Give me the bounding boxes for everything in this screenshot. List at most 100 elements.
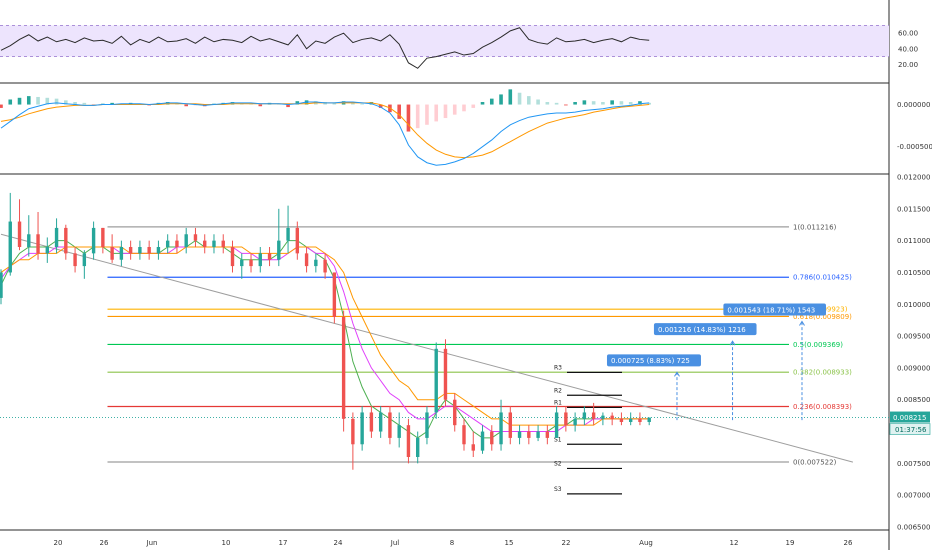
macd-pane: 0.000000 -0.000500	[0, 89, 932, 166]
candle-body	[221, 240, 225, 247]
candle-body	[73, 253, 77, 267]
candle-body	[332, 272, 337, 317]
candle	[610, 412, 614, 426]
measure-callout-label: 0.000725 (8.83%) 725	[611, 357, 690, 365]
rsi-tick-label: 40.00	[898, 45, 918, 53]
candle-body	[8, 221, 12, 273]
macd-histogram-bar	[351, 102, 355, 105]
price-tick-label: 0.007000	[897, 492, 930, 500]
pivot-label: R3	[554, 364, 562, 371]
macd-histogram-bar	[54, 98, 59, 105]
candle-body	[36, 234, 40, 254]
time-tick-label: 12	[730, 539, 739, 547]
candle	[54, 218, 59, 254]
candle-body	[203, 240, 207, 247]
candle-body	[341, 317, 346, 419]
candle	[397, 412, 401, 448]
macd-histogram-bar	[647, 102, 651, 105]
time-tick-label: 17	[279, 539, 288, 547]
candle-body	[351, 418, 355, 445]
pivot-label: S3	[554, 486, 562, 493]
candle-body	[619, 418, 624, 422]
candle	[138, 240, 142, 260]
candle-body	[258, 253, 262, 267]
candle	[295, 221, 300, 260]
candle	[128, 240, 133, 260]
candle	[64, 224, 68, 260]
candle	[601, 412, 605, 426]
candle	[249, 253, 253, 273]
time-tick-label: 15	[505, 539, 514, 547]
macd-histogram-bar	[45, 97, 50, 105]
macd-histogram-bar	[360, 103, 364, 105]
time-tick-label: 20	[54, 539, 63, 547]
candle	[36, 212, 40, 260]
candle	[314, 253, 318, 273]
candle	[434, 342, 438, 419]
macd-histogram-bar	[406, 104, 411, 132]
candle	[119, 240, 124, 267]
rsi-tick-label: 60.00	[898, 30, 918, 38]
candle	[480, 425, 485, 454]
candle-body	[138, 247, 142, 254]
candle-body	[82, 253, 87, 267]
macd-histogram-bar	[397, 104, 401, 119]
price-tick-label: 0.008500	[897, 396, 930, 404]
macd-line	[0, 101, 650, 166]
candle	[203, 234, 207, 254]
macd-histogram-bar	[591, 101, 596, 105]
candle-body	[175, 240, 179, 247]
price-tick-label: 0.009500	[897, 333, 930, 341]
candle-body	[119, 247, 124, 260]
candle-body	[147, 247, 151, 254]
macd-histogram-bar	[452, 104, 457, 115]
candle	[277, 208, 281, 267]
candle	[0, 269, 3, 305]
macd-histogram-bar	[610, 100, 614, 105]
candle-body	[480, 431, 485, 451]
macd-histogram-bar	[462, 104, 466, 112]
candle	[101, 227, 105, 254]
macd-histogram-bar	[378, 104, 383, 108]
candle	[425, 406, 429, 445]
candle	[443, 339, 448, 407]
candle	[453, 393, 457, 432]
candle-body	[536, 431, 540, 438]
candle	[638, 412, 642, 426]
fib-level-label: 0.786(0.010425)	[793, 274, 852, 282]
candle-body	[240, 259, 244, 267]
candle	[554, 406, 559, 438]
candle	[17, 199, 22, 251]
time-tick-label: Jul	[390, 539, 400, 547]
candle-body	[286, 227, 290, 241]
candle-body	[128, 247, 133, 254]
candle-body	[323, 259, 327, 273]
candle	[82, 250, 87, 279]
macd-histogram-bar	[443, 104, 448, 119]
candle-body	[582, 412, 587, 419]
candle	[517, 425, 522, 445]
macd-histogram-bar	[415, 104, 420, 129]
candle-body	[610, 415, 614, 419]
measure-callout-box	[653, 323, 757, 336]
candle-body	[295, 227, 300, 254]
candle	[230, 240, 235, 273]
time-tick-label: 19	[786, 539, 795, 547]
candle-body	[0, 272, 3, 298]
macd-histogram-bar	[564, 104, 568, 106]
macd-histogram-bar	[517, 92, 522, 105]
measure-arrow	[729, 340, 736, 346]
candle-body	[462, 425, 466, 445]
candle	[156, 240, 161, 260]
macd-tick-label: 0.000000	[897, 101, 930, 109]
candle-body	[267, 253, 272, 260]
candle	[619, 412, 624, 426]
macd-histogram-bar	[489, 98, 494, 105]
candle	[527, 425, 531, 445]
candle-body	[230, 247, 235, 267]
macd-histogram-bar	[434, 104, 439, 122]
price-tick-label: 0.010500	[897, 269, 930, 277]
candle	[499, 399, 503, 451]
macd-histogram-bar	[17, 97, 22, 105]
